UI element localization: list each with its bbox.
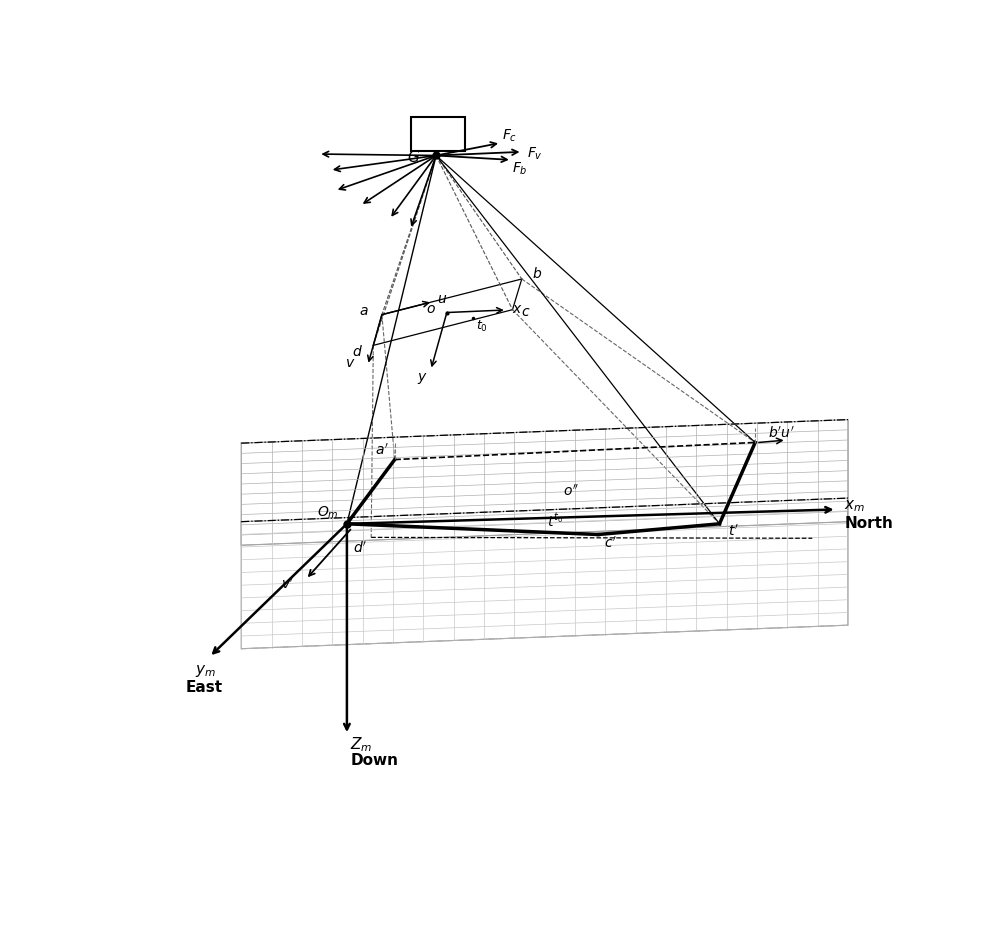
Text: East: East	[186, 679, 223, 694]
Text: $b'u'$: $b'u'$	[768, 426, 795, 441]
Text: $G$: $G$	[407, 149, 420, 165]
Text: $d$: $d$	[352, 344, 363, 359]
Text: $a'$: $a'$	[375, 443, 389, 458]
Text: $u$: $u$	[437, 292, 448, 306]
Text: $y_m$: $y_m$	[195, 663, 216, 679]
Text: $t^{t_0}$: $t^{t_0}$	[547, 512, 563, 529]
Text: Down: Down	[350, 754, 398, 768]
Text: $c'$: $c'$	[604, 536, 617, 551]
Text: $F_b$: $F_b$	[512, 160, 528, 176]
Text: $v'$: $v'$	[281, 577, 295, 592]
Bar	[411, 117, 465, 151]
Text: $x$: $x$	[512, 301, 523, 315]
Text: $t_0$: $t_0$	[476, 319, 488, 335]
Text: $y$: $y$	[417, 371, 428, 386]
Text: $F_c$: $F_c$	[502, 128, 517, 145]
Text: $Z_m$: $Z_m$	[350, 736, 373, 755]
Text: $o''$: $o''$	[563, 484, 580, 500]
Text: $O_m$: $O_m$	[317, 505, 338, 521]
Text: $F_v$: $F_v$	[527, 146, 543, 162]
Text: $x_m$: $x_m$	[844, 498, 865, 514]
Text: $t'$: $t'$	[728, 524, 739, 539]
Text: North: North	[844, 516, 893, 531]
Text: $b$: $b$	[532, 266, 543, 281]
Text: $c$: $c$	[521, 305, 531, 319]
Text: $v$: $v$	[345, 356, 356, 370]
Text: $d'$: $d'$	[353, 540, 368, 555]
Text: $a$: $a$	[359, 304, 369, 318]
Text: $o$: $o$	[426, 302, 436, 316]
